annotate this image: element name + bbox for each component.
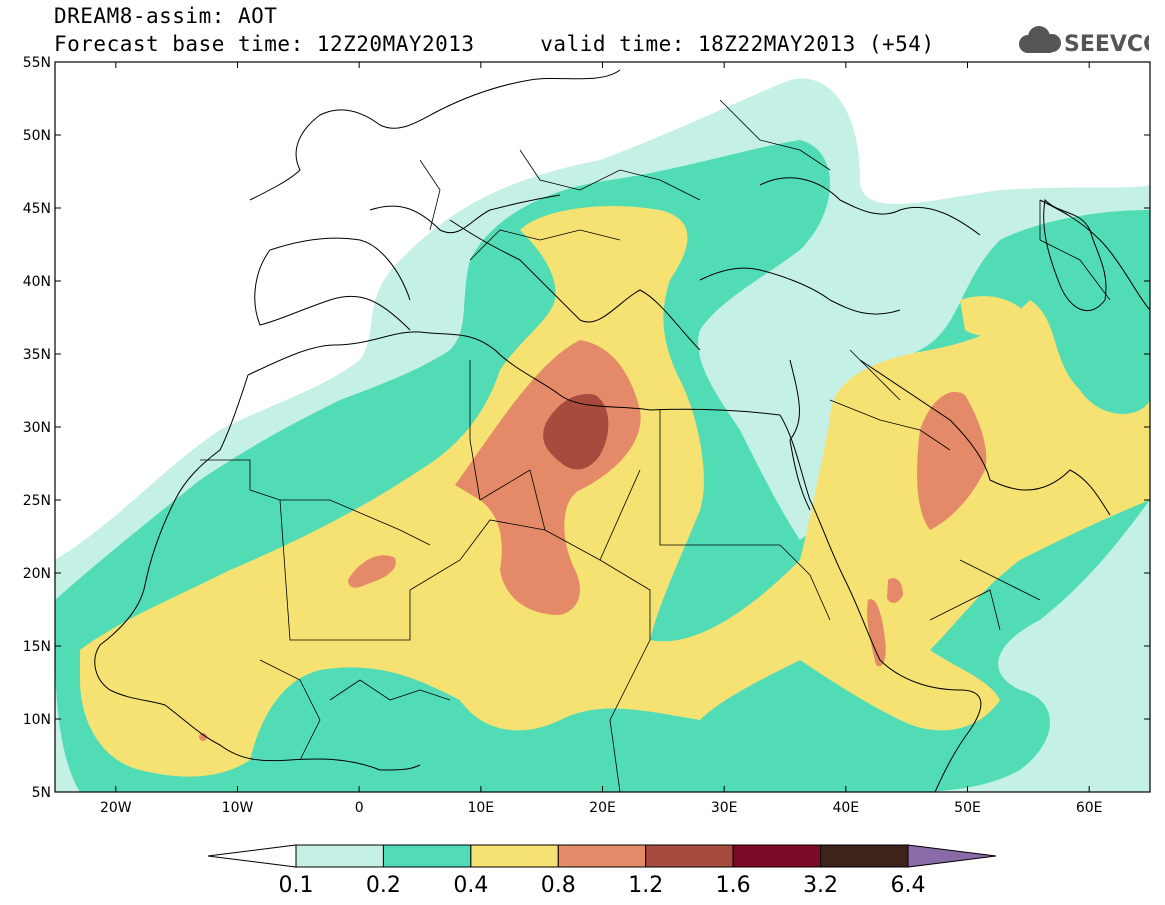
colorbar-level-label: 0.2 [366,873,401,898]
lat-tick-label: 5N [32,785,51,801]
contour-level-1.2 [543,394,609,470]
colorbar-level-label: 6.4 [891,873,926,898]
lon-tick-label: 10W [222,800,254,816]
colorbar-over-triangle [907,844,997,868]
lat-tick-label: 20N [23,566,51,582]
colorbar-swatch [645,844,734,868]
aot-field [55,62,1150,792]
latitude-axis: 55N 50N 45N 40N 35N 30N 25N 20N 15N 10N 5N [23,55,1150,801]
colorbar-swatch [382,844,472,868]
colorbar-level-label: 0.8 [541,873,576,898]
lon-tick-label: 20E [589,800,616,816]
map-subtitle: Forecast base time: 12Z20MAY2013 valid t… [54,32,935,56]
lon-tick-label: 30E [711,800,738,816]
lon-tick-label: 20W [100,800,132,816]
lon-tick-label: 50E [954,800,981,816]
colorbar-level-label: 3.2 [803,873,838,898]
lon-tick-label: 60E [1076,800,1103,816]
longitude-axis: 20W 10W 0 10E 20E 30E 40E 50E 60E [100,62,1103,816]
colorbar-level-label: 0.1 [279,873,314,898]
coastlines [94,69,1150,792]
lat-tick-label: 55N [23,55,51,71]
colorbar-swatch [732,844,822,868]
lat-tick-label: 35N [23,347,51,363]
country-borders [200,99,1111,792]
colorbar-level-label: 0.4 [453,873,488,898]
colorbar-level-label: 1.6 [716,873,751,898]
colorbar-swatch [470,844,559,868]
lon-tick-label: 40E [832,800,859,816]
lat-tick-label: 10N [23,712,51,728]
colorbar-swatch [820,844,909,868]
colorbar-level-label: 1.2 [628,873,663,898]
lon-tick-label: 10E [467,800,494,816]
lat-tick-label: 45N [23,201,51,217]
logo-text: SEEVCCC [1064,32,1149,57]
seevccc-logo: SEEVCCC [1019,26,1149,57]
colorbar: 0.1 0.2 0.4 0.8 1.2 1.6 3.2 6.4 [207,844,997,898]
colorbar-under-triangle [207,844,297,868]
caspian-sea [1043,198,1107,312]
lat-tick-label: 50N [23,128,51,144]
lat-tick-label: 25N [23,493,51,509]
colorbar-swatch [557,844,647,868]
lat-tick-label: 15N [23,639,51,655]
lat-tick-label: 40N [23,274,51,290]
cloud-icon [1019,26,1061,53]
colorbar-swatch [295,844,384,868]
map-title: DREAM8-assim: AOT [54,4,278,28]
lat-tick-label: 30N [23,420,51,436]
lon-tick-label: 0 [355,800,364,816]
